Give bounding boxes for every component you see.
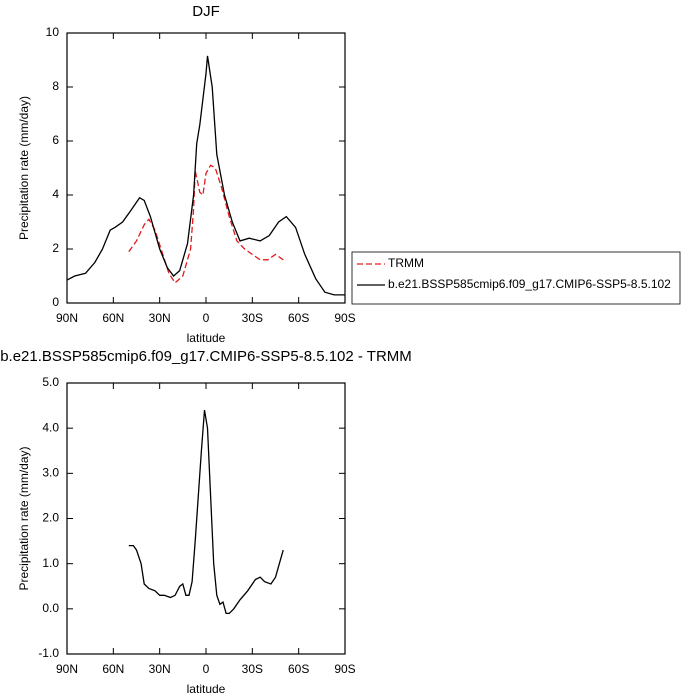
plot-frame [66, 382, 346, 655]
y-tick-label: 4 [52, 187, 59, 201]
y-tick-label: -1.0 [38, 646, 59, 660]
x-tick-label: 0 [203, 662, 210, 676]
x-tick-label: 90N [56, 311, 78, 325]
x-tick-label: 30S [242, 662, 263, 676]
chart-title: b.e21.BSSP585cmip6.f09_g17.CMIP6-SSP5-8.… [0, 348, 412, 365]
data-line [66, 55, 345, 296]
y-tick-label: 0 [52, 295, 59, 309]
y-tick-label: 6 [52, 133, 59, 147]
x-tick-label: 60S [288, 662, 309, 676]
legend-box [351, 251, 681, 305]
x-tick-label: 60S [288, 311, 309, 325]
y-tick-label: 1.0 [42, 556, 59, 570]
x-axis-label: latitude [187, 331, 226, 345]
x-tick-label: 60N [102, 311, 124, 325]
x-tick-label: 30S [242, 311, 263, 325]
x-axis-label: latitude [187, 682, 226, 696]
y-tick-label: 2 [52, 241, 59, 255]
legend-label: TRMM [388, 256, 424, 270]
y-axis-label: Precipitation rate (mm/day) [17, 446, 31, 590]
y-tick-label: 0.0 [42, 601, 59, 615]
y-tick-label: 3.0 [42, 466, 59, 480]
x-tick-label: 60N [102, 662, 124, 676]
y-tick-label: 10 [46, 25, 60, 39]
data-line [128, 164, 284, 284]
y-tick-label: 4.0 [42, 420, 59, 434]
x-tick-label: 30N [149, 311, 171, 325]
chart-title: DJF [192, 3, 220, 20]
x-tick-label: 90S [334, 311, 355, 325]
x-tick-label: 30N [149, 662, 171, 676]
y-tick-label: 5.0 [42, 375, 59, 389]
y-tick-label: 8 [52, 79, 59, 93]
y-tick-label: 2.0 [42, 511, 59, 525]
x-tick-label: 0 [203, 311, 210, 325]
plot-frame [66, 32, 346, 304]
data-line [128, 409, 284, 615]
x-tick-label: 90N [56, 662, 78, 676]
x-tick-label: 90S [334, 662, 355, 676]
y-axis-label: Precipitation rate (mm/day) [17, 96, 31, 240]
legend-label: b.e21.BSSP585cmip6.f09_g17.CMIP6-SSP5-8.… [388, 277, 671, 291]
